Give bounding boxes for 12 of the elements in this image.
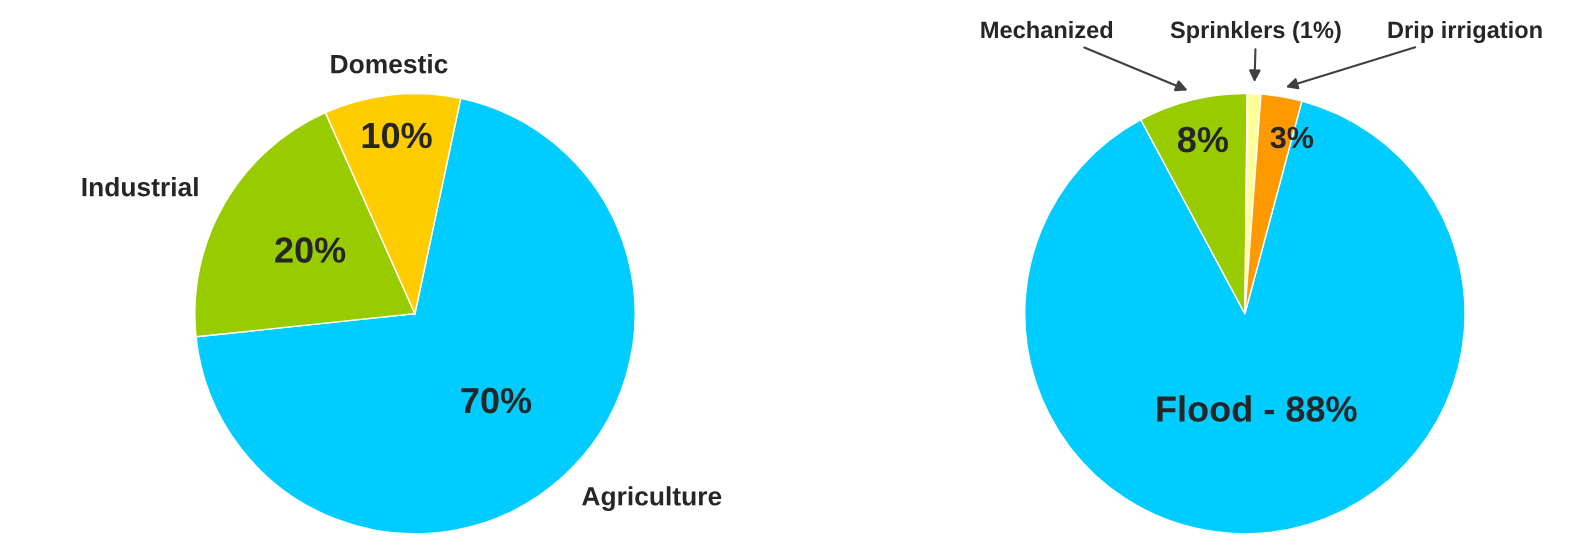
- slice-label: Industrial: [82, 177, 198, 197]
- slice-label: Flood - 88%: [1157, 395, 1357, 422]
- slice-label: Sprinklers (1%): [1170, 20, 1341, 43]
- slice-label: Drip irrigation: [1388, 20, 1542, 43]
- data-label: 70%: [461, 387, 532, 414]
- slice-label: Agriculture: [582, 486, 722, 511]
- data-label: 20%: [275, 237, 346, 263]
- data-label: 10%: [362, 122, 432, 149]
- data-label: 3%: [1270, 126, 1314, 149]
- slice-label: Mechanized: [981, 20, 1113, 39]
- slice-label: Domestic: [331, 54, 448, 74]
- data-label: 8%: [1177, 126, 1229, 153]
